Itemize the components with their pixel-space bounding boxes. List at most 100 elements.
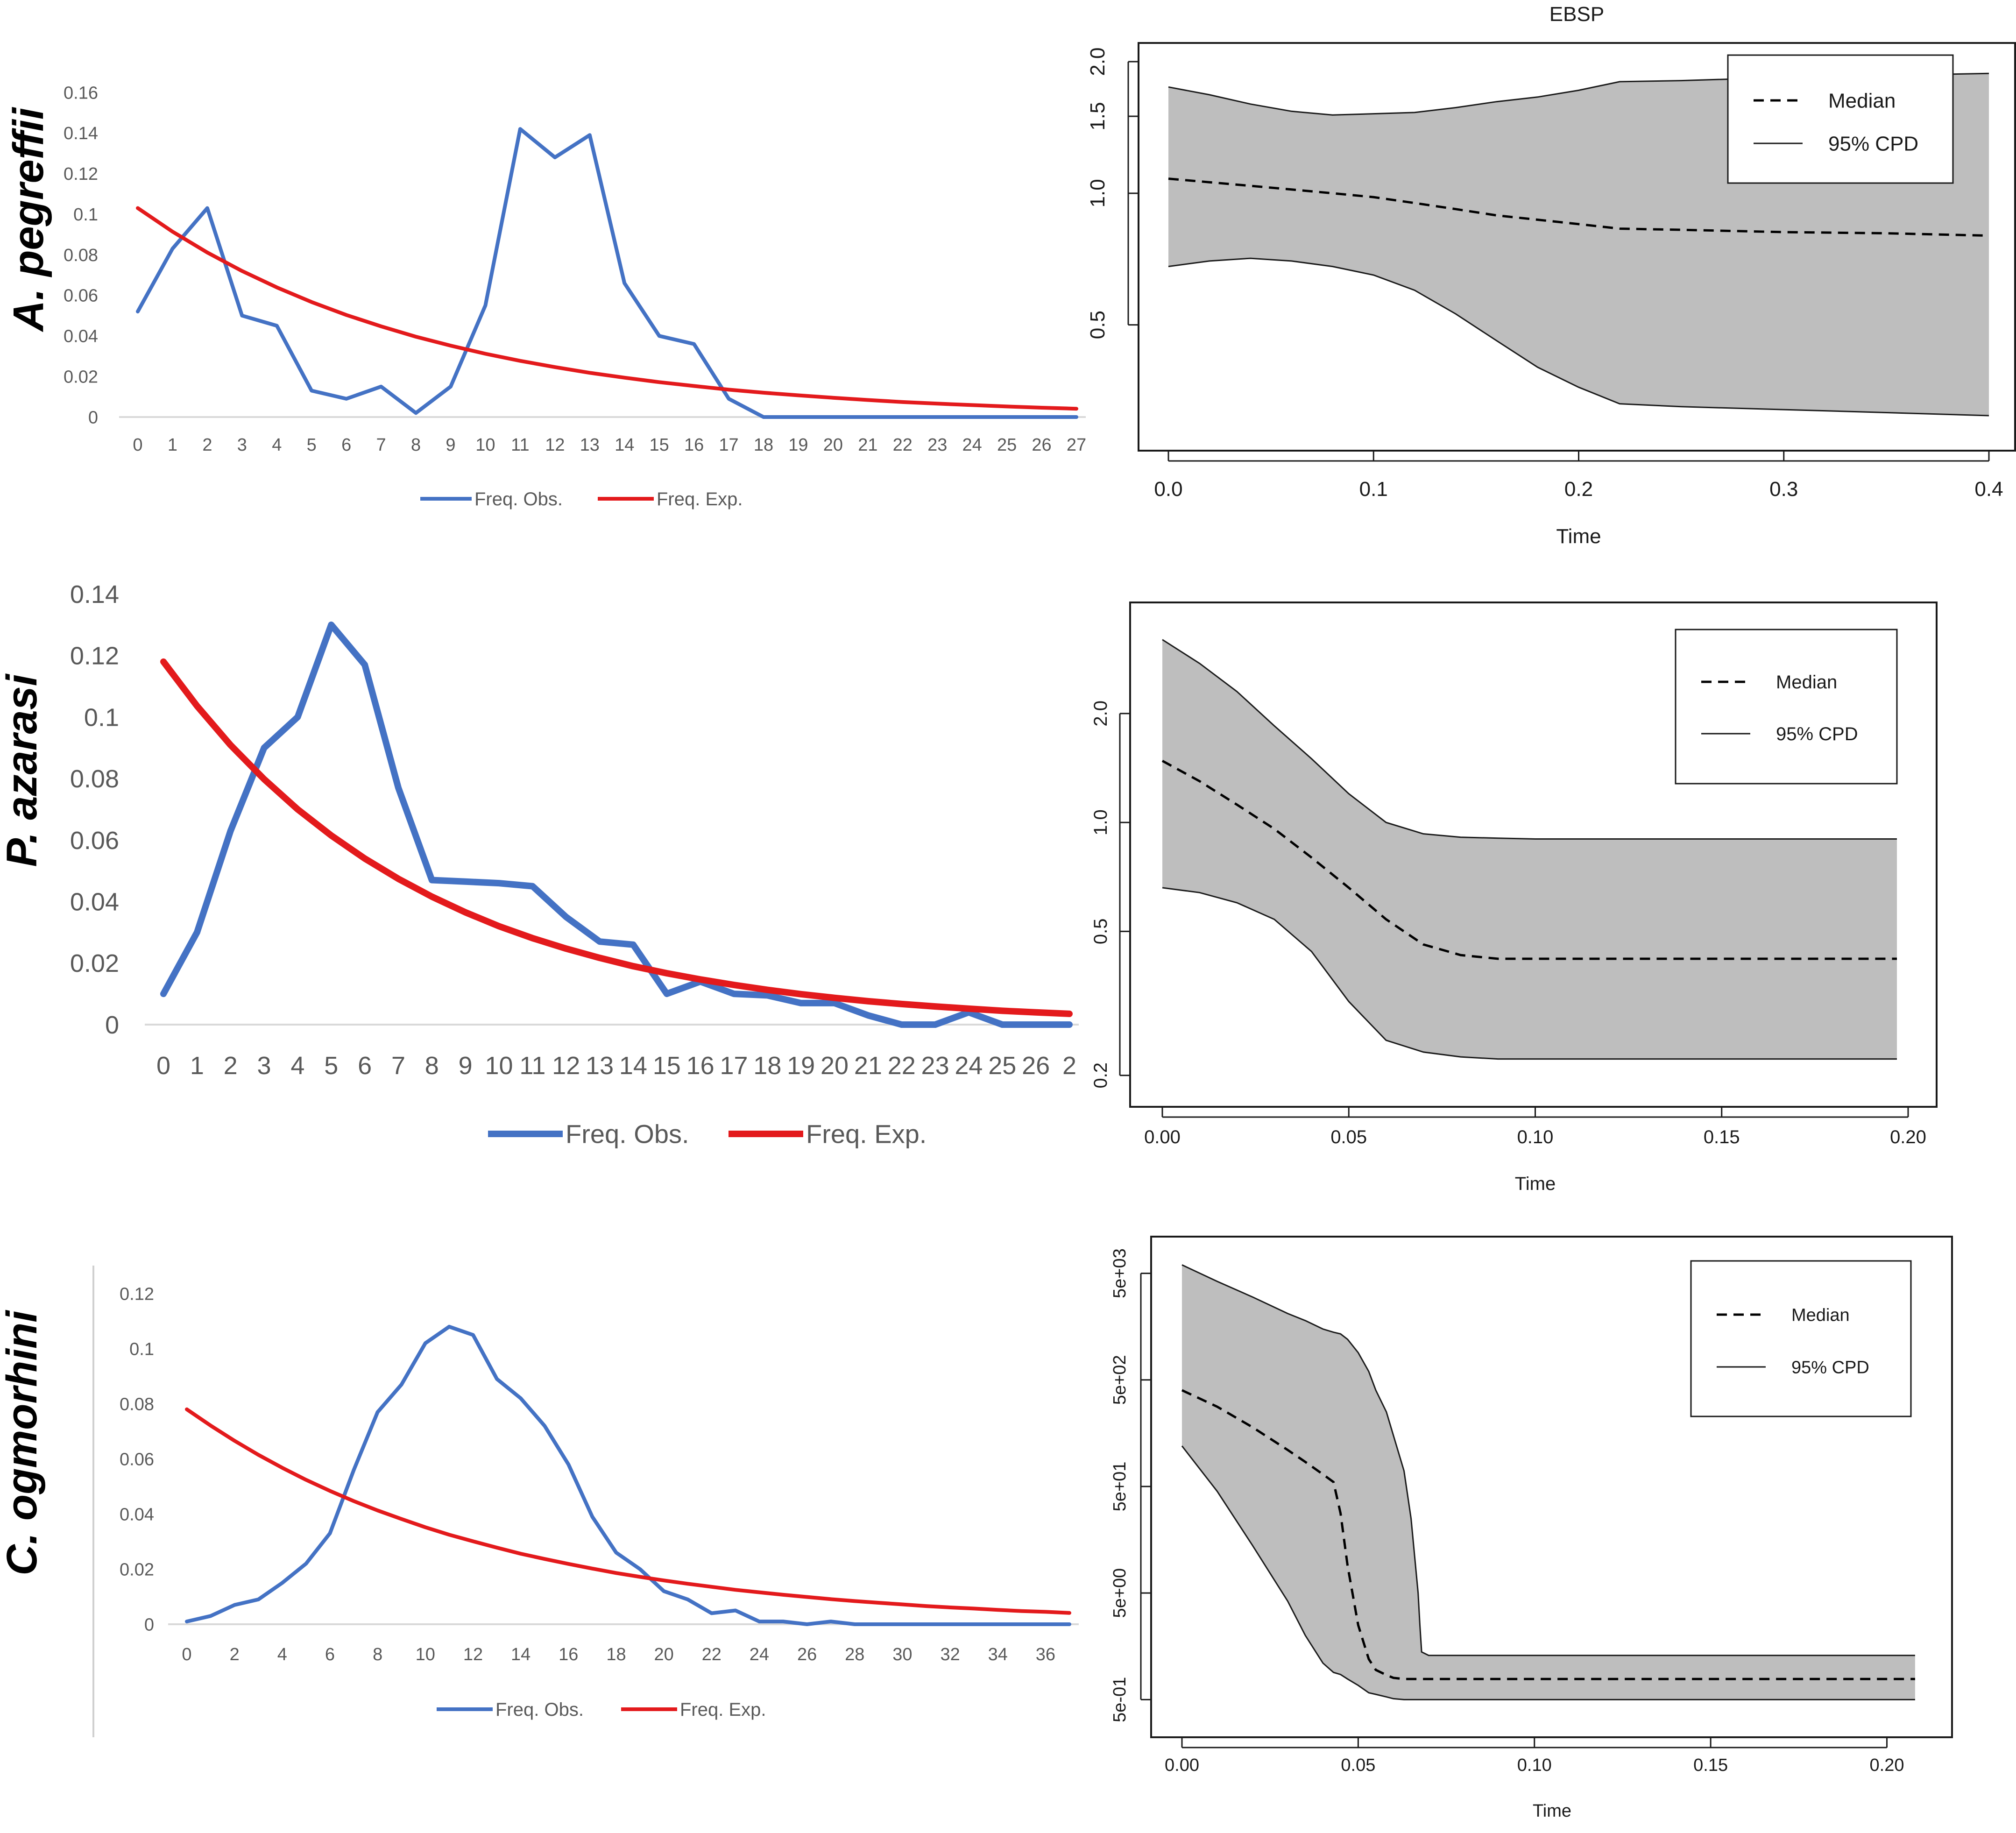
- median-line: [1161, 760, 1897, 960]
- series-line-observed: [136, 127, 1078, 419]
- y-tick-label: 0.06: [64, 286, 98, 306]
- cpd-lower-line: [1162, 887, 1897, 1060]
- x-axis-title: Time: [1533, 1801, 1571, 1821]
- x-tick-label: 22: [702, 1645, 722, 1664]
- x-tick-label: 0.15: [1693, 1755, 1728, 1775]
- plot-frame: [1138, 42, 2016, 452]
- species-label-c: C. ogmorhini: [0, 1309, 46, 1576]
- x-tick-label: 22: [888, 1052, 916, 1080]
- x-tick-label: 8: [411, 435, 421, 455]
- cpd-upper-line: [1162, 639, 1897, 840]
- x-tick-label: 0: [133, 435, 142, 455]
- y-tick-label: 5e+00: [1110, 1568, 1130, 1618]
- y-tick-label: 0.04: [64, 327, 98, 347]
- mismatch-chart-p-azarasi: 00.020.040.060.080.10.120.140 1 2 3 4 5 6 7 8 9 10…: [70, 580, 1079, 1149]
- y-tick-label: 0: [88, 408, 98, 427]
- x-tick-label: 23: [921, 1052, 949, 1080]
- x-tick-label: 2: [202, 435, 212, 455]
- x-tick-label: 4: [277, 1645, 287, 1664]
- legend-label-expected: Freq. Exp.: [806, 1119, 927, 1149]
- legend-label-median: Median: [1791, 1305, 1850, 1325]
- plot-title: EBSP: [1549, 3, 1604, 26]
- legend-label-cpd: 95% CPD: [1791, 1358, 1869, 1377]
- x-tick-label: 0.10: [1517, 1755, 1552, 1775]
- x-tick-label: 23: [927, 435, 947, 455]
- x-tick-label: 0.1: [1359, 478, 1388, 501]
- x-tick-label: 0.00: [1165, 1755, 1199, 1775]
- x-tick-label: 21: [854, 1052, 882, 1080]
- legend-box: [1675, 629, 1898, 785]
- x-tick-label: 5: [307, 435, 317, 455]
- x-tick-label: 26: [797, 1645, 817, 1664]
- x-tick-label: 22: [893, 435, 913, 455]
- x-tick-label: 25: [988, 1052, 1016, 1080]
- y-tick-label: 0.08: [64, 246, 98, 265]
- cpd-lower-line: [1168, 257, 1989, 417]
- species-label-b: P. azarasi: [0, 673, 46, 867]
- legend-label-observed: Freq. Obs.: [474, 489, 563, 510]
- x-tick-label: 34: [988, 1645, 1008, 1664]
- legend-label-median: Median: [1776, 672, 1837, 693]
- x-tick-label: 24: [962, 435, 982, 455]
- x-tick-label: 14: [619, 1052, 647, 1080]
- x-tick-label: 20: [654, 1645, 673, 1664]
- x-tick-label: 2: [224, 1052, 238, 1080]
- x-tick-label: 19: [788, 435, 808, 455]
- x-tick-label: 6: [325, 1645, 335, 1664]
- legend-label-expected: Freq. Exp.: [680, 1699, 766, 1720]
- y-tick-label: 5e-01: [1110, 1677, 1130, 1722]
- y-tick-label: 0.12: [64, 164, 98, 184]
- x-tick-label: 0.05: [1341, 1755, 1375, 1775]
- legend-box: [1727, 54, 1954, 184]
- x-tick-label: 0.2: [1564, 478, 1593, 501]
- x-tick-label: 14: [511, 1645, 531, 1664]
- x-tick-label: 8: [425, 1052, 439, 1080]
- y-tick-label: 1.0: [1086, 179, 1109, 207]
- x-tick-label: 12: [552, 1052, 580, 1080]
- y-tick-label: 0.02: [120, 1560, 154, 1579]
- median-line: [1168, 177, 1989, 237]
- series-line-expected: [136, 206, 1078, 411]
- legend-label-expected: Freq. Exp.: [657, 489, 743, 510]
- x-tick-label: 0.15: [1704, 1127, 1740, 1147]
- y-tick-label: 0.12: [70, 642, 119, 670]
- mismatch-chart-a-pegreffii: 00.020.040.060.080.10.120.140.160 1 2 3 4 5 6 7…: [64, 83, 1086, 510]
- x-tick-label: 6: [341, 435, 351, 455]
- x-tick-label: 19: [787, 1052, 815, 1080]
- cpd-lower-line: [1181, 1445, 1915, 1700]
- legend-label-median: Median: [1828, 89, 1896, 112]
- x-tick-label: 24: [750, 1645, 769, 1664]
- x-tick-label: 18: [753, 1052, 781, 1080]
- y-tick-label: 0.02: [64, 367, 98, 387]
- x-tick-label: 30: [892, 1645, 912, 1664]
- median-line: [1181, 1389, 1915, 1680]
- x-tick-label: 11: [511, 435, 529, 455]
- x-tick-label: 0.05: [1330, 1127, 1367, 1147]
- x-tick-label: 13: [586, 1052, 614, 1080]
- species-label-a: A. pegreffii: [5, 106, 52, 332]
- x-tick-label: 12: [545, 435, 565, 455]
- x-tick-label: 3: [257, 1052, 271, 1080]
- x-axis-title: Time: [1556, 525, 1601, 548]
- x-tick-label: 0.20: [1870, 1755, 1904, 1775]
- x-tick-label: 25: [997, 435, 1017, 455]
- x-tick-label: 4: [290, 1052, 304, 1080]
- x-tick-label: 6: [358, 1052, 372, 1080]
- x-tick-label: 1: [190, 1052, 204, 1080]
- x-tick-label: 0.10: [1517, 1127, 1554, 1147]
- x-tick-label: 14: [615, 435, 634, 455]
- y-tick-label: 5e+02: [1110, 1355, 1130, 1405]
- y-tick-label: 0.06: [70, 827, 119, 855]
- x-tick-label: 26: [1032, 435, 1051, 455]
- y-tick-label: 0.02: [70, 949, 119, 977]
- y-tick-label: 0.1: [73, 205, 98, 225]
- y-tick-label: 2.0: [1090, 701, 1111, 727]
- ebsp-chart-c-ogmorhini: 0.00 0.05 0.10 0.15 0.20 Time 5e-01 5e+00 5e+01 5…: [1110, 1236, 1953, 1821]
- legend-label-cpd: 95% CPD: [1828, 132, 1918, 155]
- x-tick-label: 9: [459, 1052, 473, 1080]
- y-tick-label: 0.04: [70, 888, 119, 916]
- x-tick-label: 15: [653, 1052, 681, 1080]
- y-tick-label: 2.0: [1086, 47, 1109, 76]
- y-tick-label: 0.14: [70, 580, 119, 609]
